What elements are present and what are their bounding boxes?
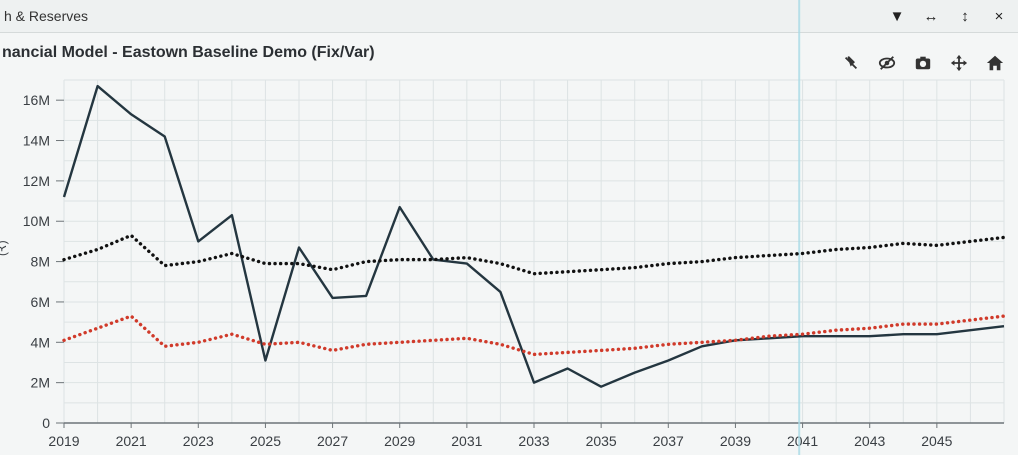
- chart-modebar: [840, 52, 1006, 74]
- close-icon[interactable]: ×: [994, 7, 1004, 25]
- hide-icon[interactable]: [876, 52, 898, 74]
- series-line-dotted-black: [62, 233, 1006, 276]
- dropdown-icon[interactable]: ▼: [889, 7, 905, 25]
- x-tick-label: 2033: [518, 433, 549, 449]
- y-tick-label: 10M: [23, 213, 50, 229]
- x-tick-label: 2039: [720, 433, 751, 449]
- series-line-dotted-red: [62, 314, 1006, 357]
- y-axis-label: (₹): [0, 240, 9, 256]
- x-tick-label: 2019: [48, 433, 79, 449]
- chart-title: nancial Model - Eastown Baseline Demo (F…: [2, 44, 375, 61]
- y-tick-label: 12M: [23, 173, 50, 189]
- y-tick-label: 4M: [31, 334, 50, 350]
- y-tick-label: 16M: [23, 92, 50, 108]
- x-tick-label: 2029: [384, 433, 415, 449]
- y-tick-label: 6M: [31, 294, 50, 310]
- x-tick-label: 2025: [250, 433, 281, 449]
- window-controls: ▼ ↔ ↕ ×: [886, 5, 1010, 27]
- x-tick-label: 2027: [317, 433, 348, 449]
- autoscale-off-icon[interactable]: [840, 52, 862, 74]
- resize-vertical-icon[interactable]: ↕: [961, 7, 969, 25]
- x-tick-label: 2031: [451, 433, 482, 449]
- x-tick-label: 2037: [653, 433, 684, 449]
- y-tick-label: 2M: [31, 375, 50, 391]
- y-tick-label: 0: [42, 415, 50, 431]
- y-tick-label: 8M: [31, 254, 50, 270]
- resize-horizontal-icon[interactable]: ↔: [923, 7, 939, 25]
- x-tick-label: 2021: [116, 433, 147, 449]
- home-icon[interactable]: [984, 52, 1006, 74]
- pan-icon[interactable]: [948, 52, 970, 74]
- x-tick-label: 2041: [787, 433, 818, 449]
- camera-icon[interactable]: [912, 52, 934, 74]
- window-title: h & Reserves: [4, 8, 89, 24]
- y-tick-label: 14M: [23, 133, 50, 149]
- series-line-solid: [62, 84, 1005, 388]
- x-tick-label: 2045: [921, 433, 952, 449]
- x-tick-label: 2023: [183, 433, 214, 449]
- x-tick-label: 2035: [586, 433, 617, 449]
- window-titlebar: h & Reserves ▼ ↔ ↕ ×: [0, 0, 1018, 33]
- x-tick-label: 2043: [854, 433, 885, 449]
